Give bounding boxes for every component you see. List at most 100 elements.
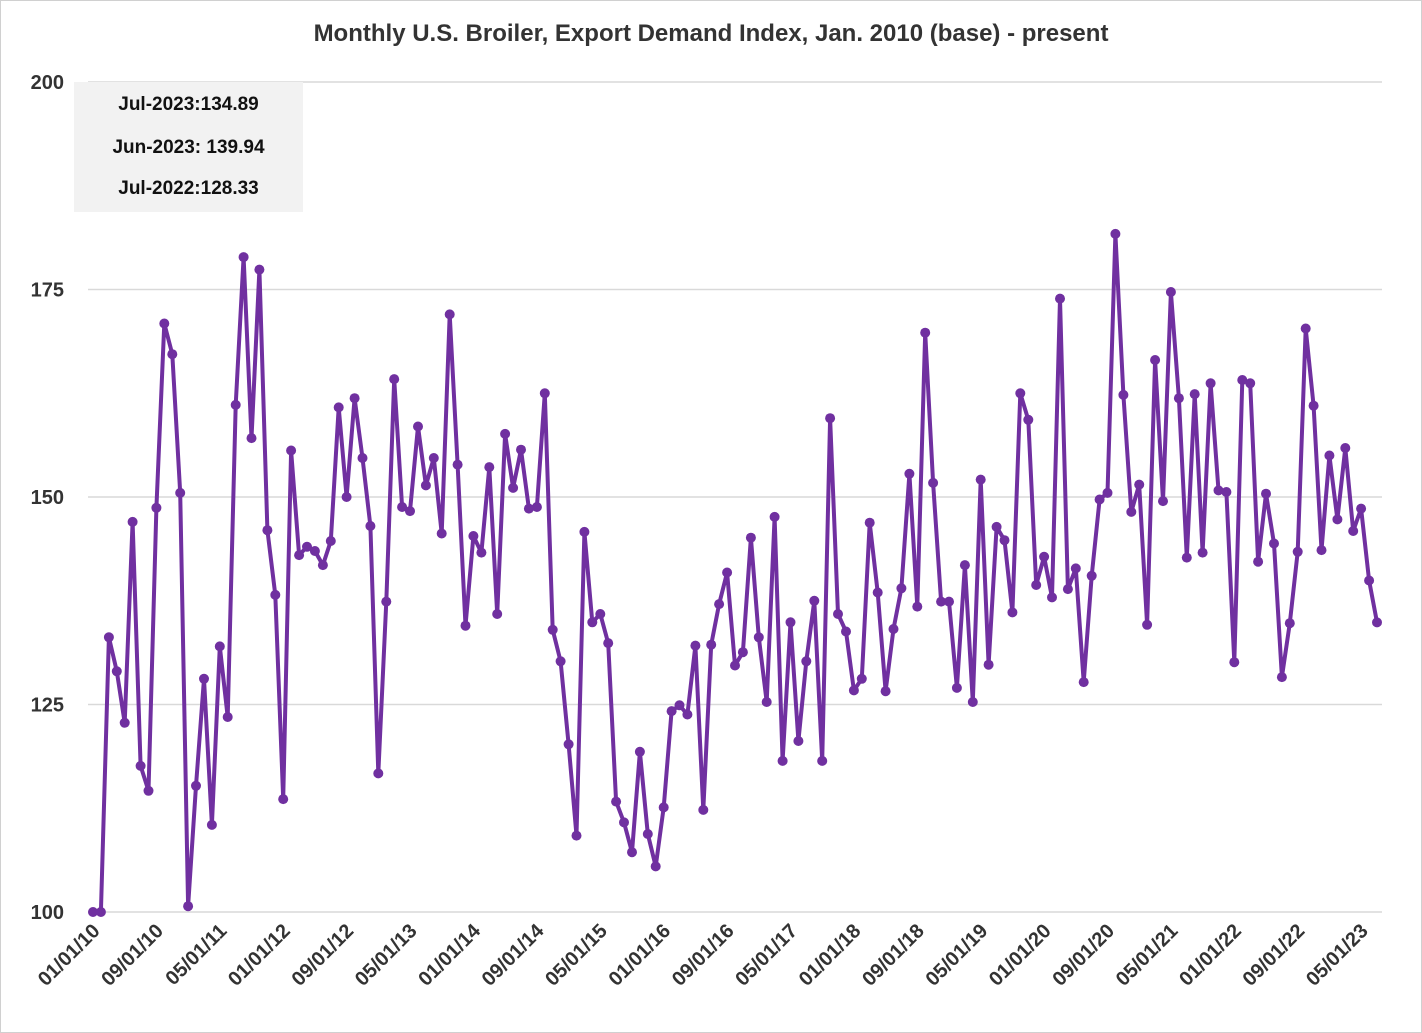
data-point: [1276, 672, 1287, 683]
x-tick-label-group: 01/01/12: [224, 920, 295, 991]
data-point: [135, 760, 146, 771]
data-point: [1237, 375, 1248, 385]
x-tick-label-group: 09/01/12: [288, 920, 359, 991]
data-point: [1023, 414, 1034, 425]
x-tick-label-group: 09/01/22: [1239, 920, 1310, 991]
x-tick-label: 09/01/22: [1239, 920, 1310, 991]
data-point: [1165, 287, 1176, 297]
data-point: [563, 739, 574, 750]
data-point: [191, 780, 201, 791]
data-point: [841, 626, 851, 637]
x-tick-label: 09/01/18: [858, 920, 929, 991]
data-point: [1134, 479, 1145, 490]
data-point: [650, 861, 661, 872]
data-point: [944, 596, 954, 607]
data-point: [793, 736, 804, 746]
data-point: [294, 550, 305, 561]
data-point: [397, 502, 408, 512]
callout-value: 139.94: [206, 137, 265, 158]
data-point: [262, 525, 273, 536]
data-point: [1039, 551, 1050, 562]
data-point: [365, 521, 376, 531]
data-point: [967, 697, 978, 707]
data-point: [920, 327, 931, 338]
data-point: [698, 804, 709, 815]
data-point: [904, 468, 915, 479]
data-point: [603, 638, 614, 649]
data-point: [619, 817, 629, 828]
data-point: [848, 685, 859, 696]
callout-label: Jul-2023:: [118, 94, 201, 115]
data-point: [833, 609, 843, 619]
data-point: [103, 632, 114, 643]
data-point: [1110, 228, 1121, 239]
data-point: [817, 755, 828, 766]
data-point: [1348, 526, 1359, 536]
data-point: [214, 641, 225, 652]
data-point: [341, 492, 352, 502]
data-point: [127, 516, 138, 527]
data-point: [222, 712, 233, 722]
data-point: [111, 666, 122, 677]
data-point: [912, 601, 923, 612]
data-point: [571, 830, 582, 841]
data-point: [642, 829, 653, 839]
x-tick-label-group: 01/01/22: [1175, 920, 1246, 991]
data-point: [1364, 575, 1375, 586]
data-point: [309, 546, 320, 556]
x-axis-tick-labels: 01/01/1009/01/1005/01/1101/01/1209/01/12…: [34, 919, 1373, 990]
x-tick-label: 09/01/12: [288, 920, 359, 991]
x-tick-label-group: 05/01/11: [162, 920, 232, 990]
data-point: [1213, 485, 1224, 496]
x-tick-label: 05/01/13: [351, 920, 422, 991]
data-point: [579, 526, 590, 537]
data-point: [801, 656, 812, 667]
data-point: [682, 709, 693, 720]
data-point: [468, 531, 479, 541]
data-point: [1261, 488, 1271, 499]
data-point: [872, 587, 883, 598]
data-point: [1181, 552, 1192, 563]
x-tick-label: 01/01/10: [34, 920, 105, 991]
data-point: [1332, 514, 1343, 525]
data-point: [1173, 393, 1184, 404]
y-tick-label: 150: [31, 487, 64, 509]
series-line: [93, 231, 1379, 914]
y-tick-label: 175: [31, 280, 64, 302]
data-point: [246, 433, 257, 444]
data-point: [389, 374, 400, 385]
x-tick-label-group: 05/01/19: [922, 920, 993, 991]
x-tick-label-group: 01/01/16: [605, 920, 676, 991]
x-tick-label-group: 05/01/15: [541, 920, 612, 991]
data-point: [1300, 323, 1311, 334]
data-point: [730, 660, 740, 671]
data-point: [753, 632, 764, 643]
x-tick-label: 01/01/12: [224, 920, 295, 991]
data-point: [1142, 619, 1153, 630]
data-point: [951, 682, 962, 693]
x-tick-label-group: 01/01/10: [34, 920, 105, 991]
data-point: [999, 535, 1010, 546]
data-point: [547, 624, 558, 635]
data-point: [1062, 584, 1073, 595]
x-tick-label-group: 09/01/10: [97, 920, 168, 991]
x-tick-label: 05/01/15: [541, 920, 612, 991]
x-tick-label: 01/01/18: [795, 920, 866, 991]
data-point: [460, 620, 471, 631]
data-point: [1316, 545, 1327, 556]
data-point: [761, 697, 772, 707]
data-point: [809, 595, 820, 606]
data-point: [325, 536, 336, 546]
data-point: [1150, 355, 1161, 365]
data-point: [611, 796, 622, 807]
data-point: [349, 393, 360, 404]
data-point: [1292, 546, 1303, 557]
x-tick-label: 01/01/22: [1175, 920, 1246, 991]
data-point: [745, 532, 756, 543]
x-tick-label: 01/01/16: [605, 920, 676, 991]
data-point: [1269, 538, 1279, 549]
callout-jul-2023: Jul-2023:134.89: [74, 94, 303, 116]
data-point: [1308, 400, 1319, 411]
data-point: [1118, 389, 1129, 400]
data-point: [531, 502, 542, 512]
